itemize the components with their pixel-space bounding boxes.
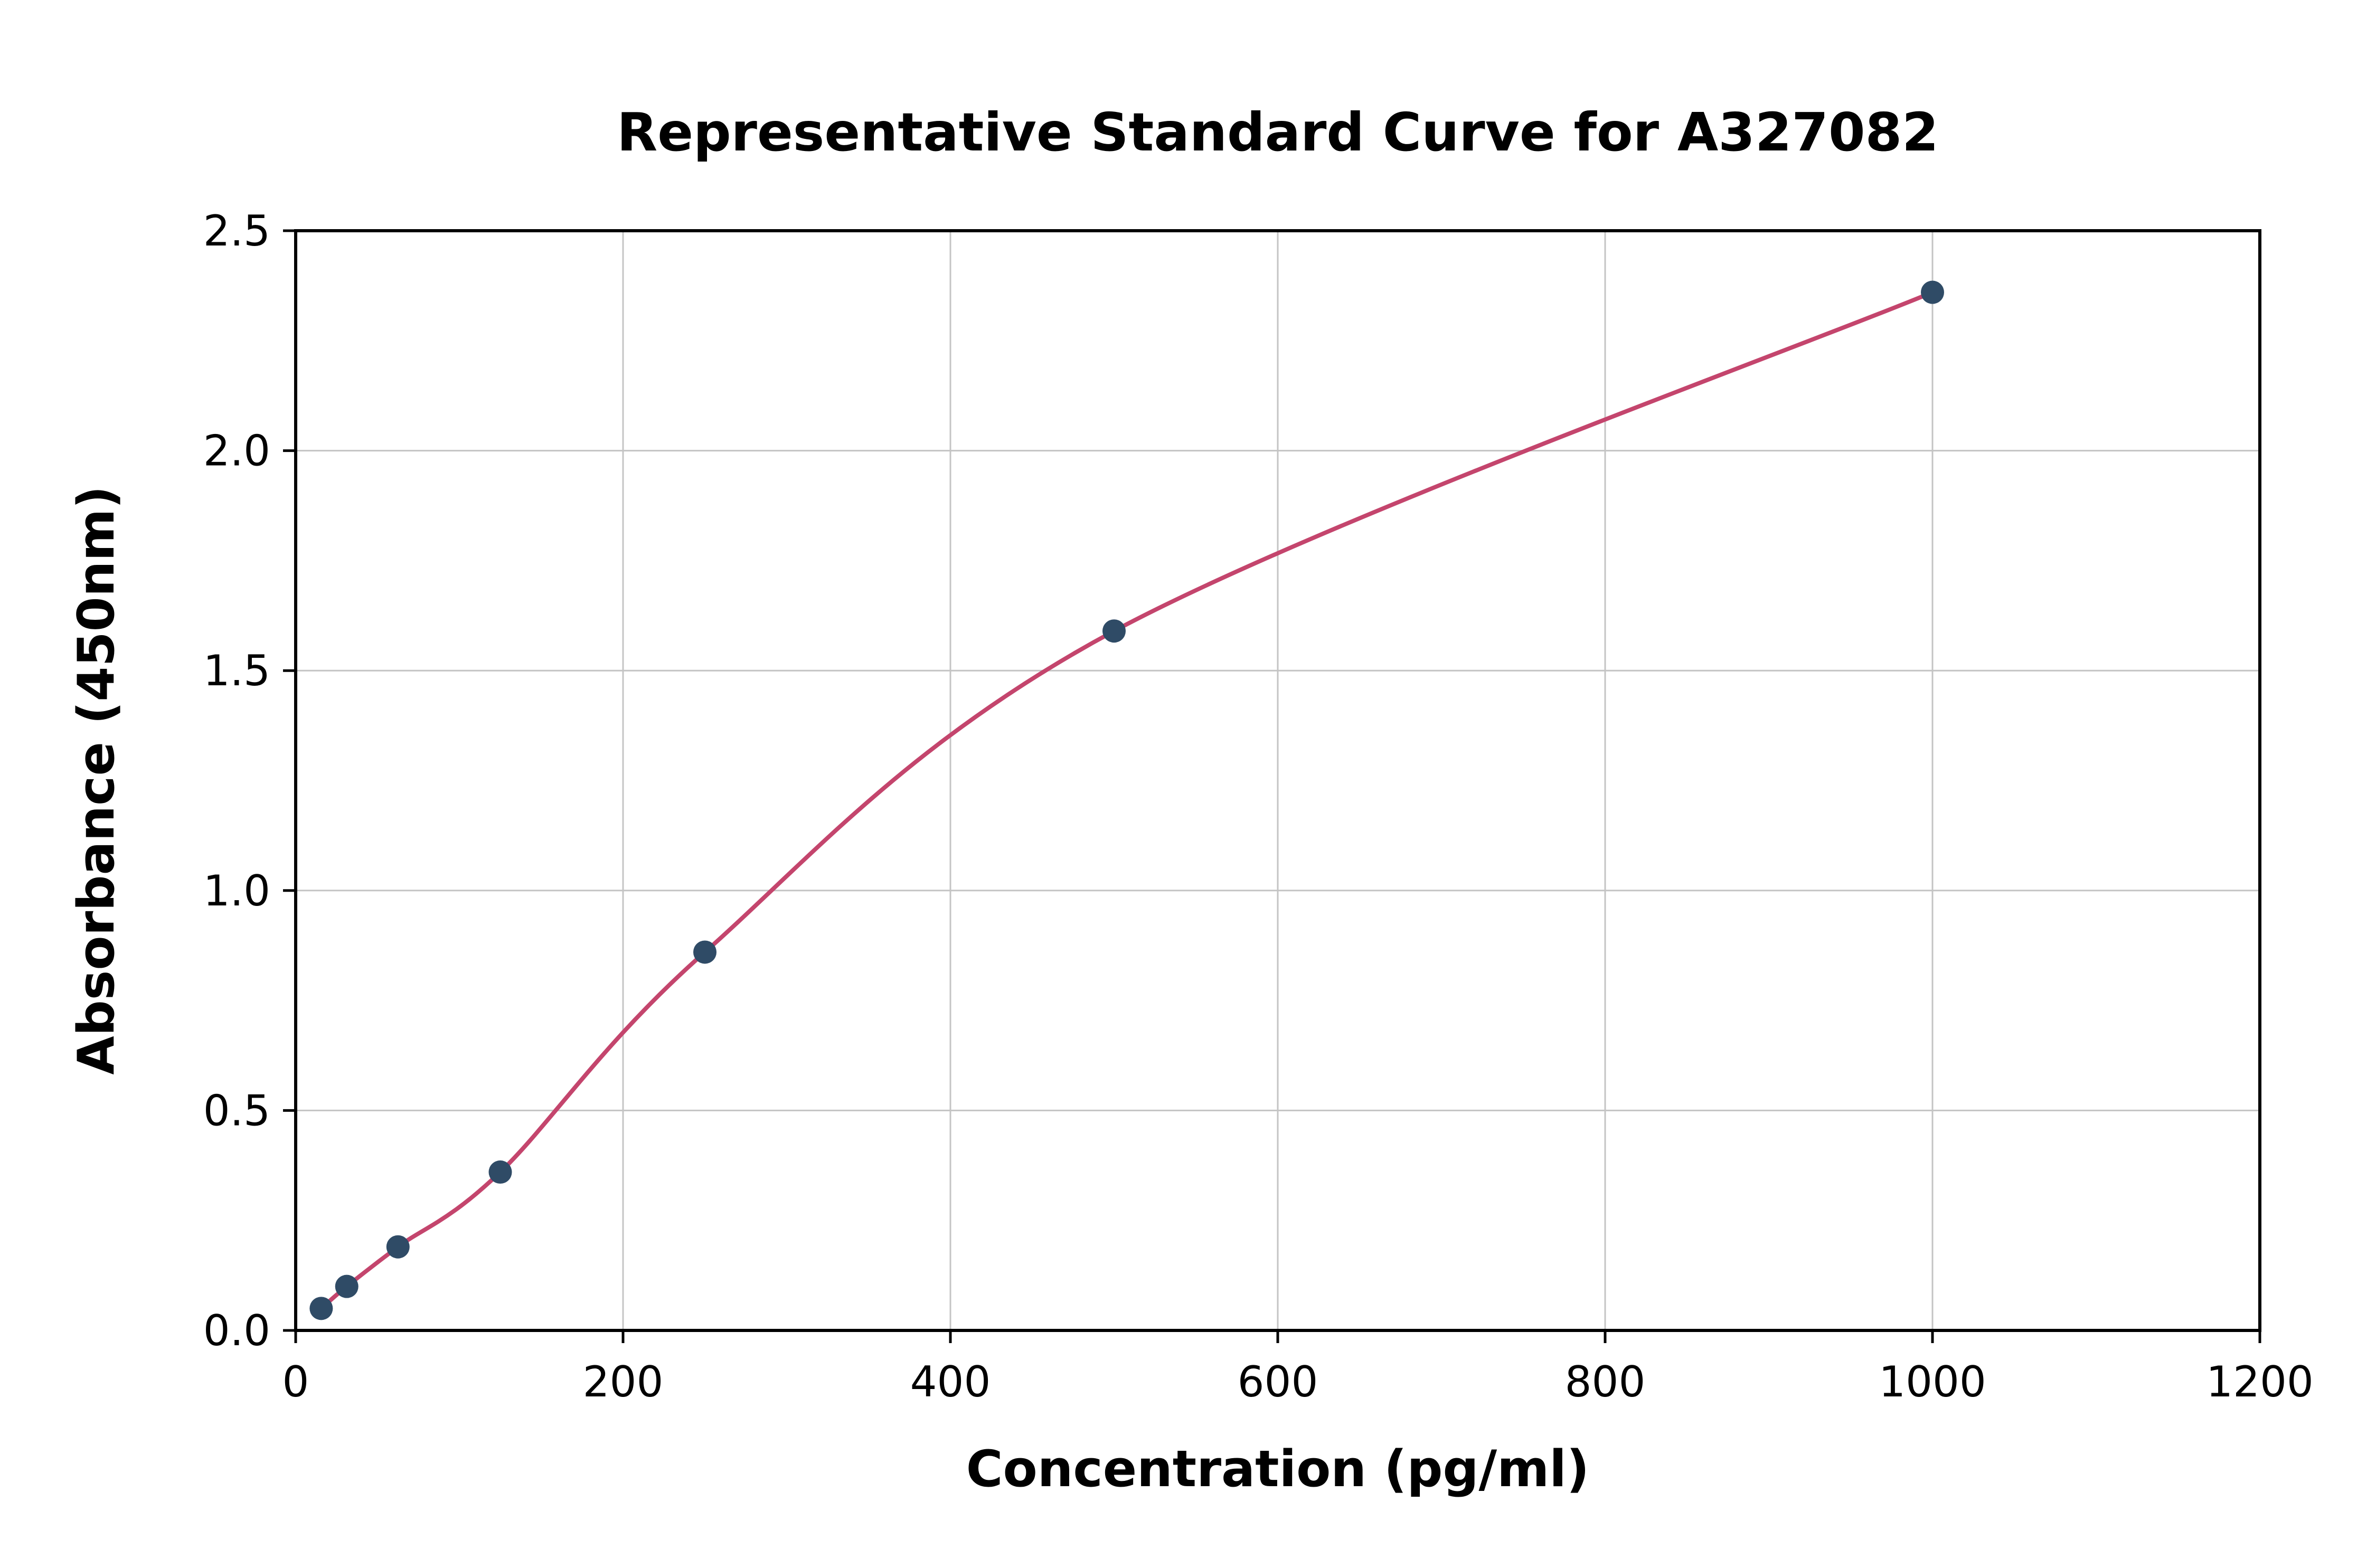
data-point: [1921, 280, 1944, 304]
x-axis-label: Concentration (pg/ml): [966, 1440, 1589, 1498]
y-tick-label: 1.0: [203, 866, 270, 915]
y-tick-label: 2.0: [203, 427, 270, 476]
x-tick-label: 1000: [1879, 1357, 1986, 1406]
y-axis-label: Absorbance (450nm): [68, 486, 126, 1075]
data-point: [1102, 619, 1126, 643]
tick-layer: 0 200 400 600 800 1000 1200 0.0 0.5 1.0 1.5 2.0 2.5: [203, 206, 2314, 1406]
x-tick-label: 800: [1565, 1357, 1646, 1406]
y-tick-label: 2.5: [203, 206, 270, 256]
y-tick-label: 1.5: [203, 646, 270, 695]
data-layer: [309, 280, 1944, 1320]
fit-curve: [319, 290, 1935, 1311]
data-point: [488, 1160, 512, 1184]
data-point: [309, 1297, 333, 1320]
data-point: [386, 1235, 410, 1259]
x-tick-label: 600: [1238, 1357, 1318, 1406]
data-point: [693, 940, 716, 964]
chart-title: Representative Standard Curve for A32708…: [617, 101, 1938, 163]
x-tick-label: 1200: [2206, 1357, 2314, 1406]
x-tick-label: 400: [910, 1357, 991, 1406]
y-tick-label: 0.0: [203, 1306, 270, 1355]
y-tick-label: 0.5: [203, 1086, 270, 1135]
x-tick-label: 200: [583, 1357, 664, 1406]
grid-layer: [295, 230, 2261, 1331]
x-tick-label: 0: [282, 1357, 309, 1406]
data-point: [335, 1274, 359, 1298]
